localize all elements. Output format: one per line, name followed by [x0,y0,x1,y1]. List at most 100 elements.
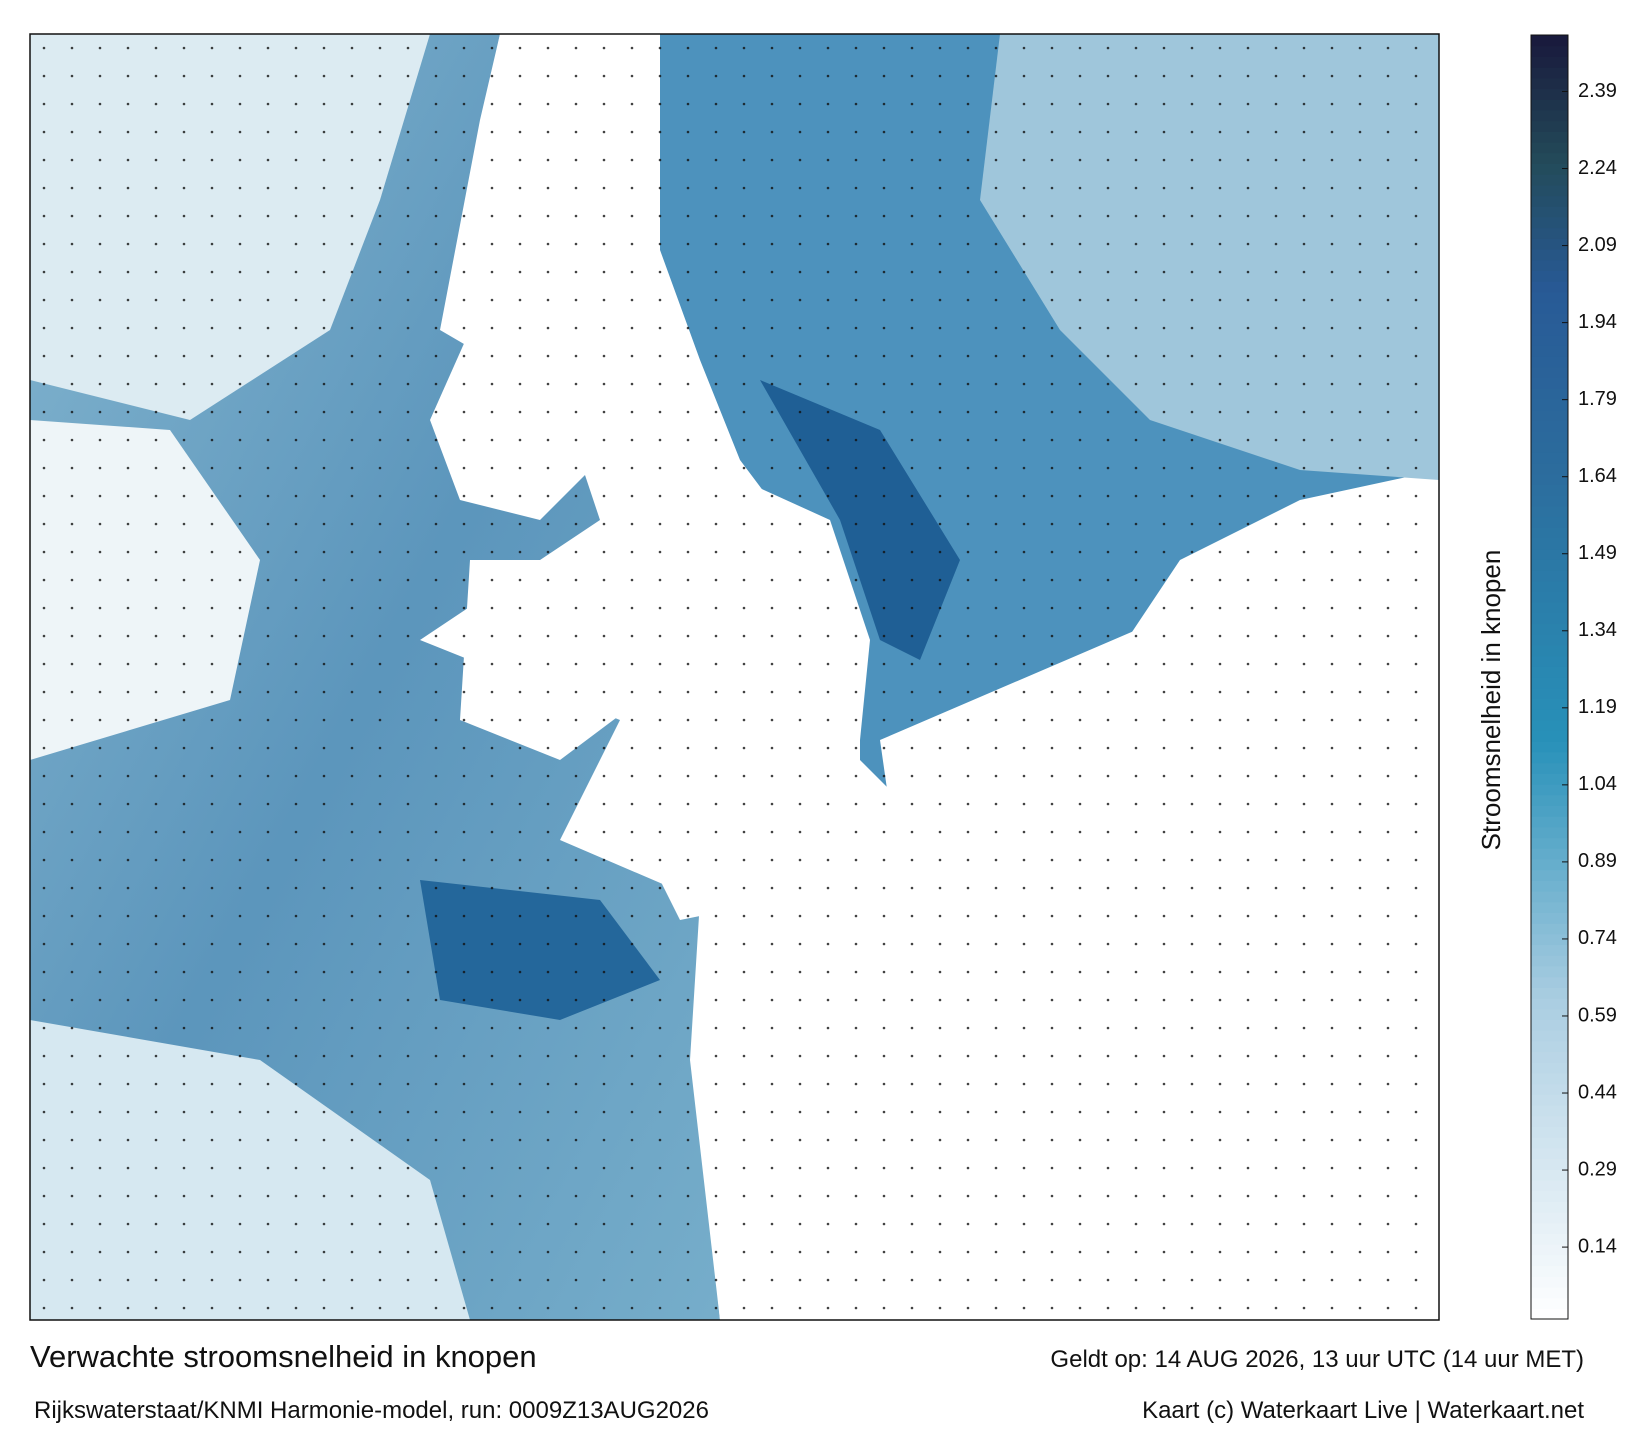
colorbar-band [1531,880,1568,892]
colorbar-tick-label: 2.39 [1578,80,1617,102]
colorbar-band [1531,184,1568,197]
colorbar-band [1531,1008,1568,1020]
colorbar-band [1531,313,1568,325]
colorbar-band [1531,77,1568,90]
colorbar-tick-label: 2.24 [1578,157,1617,179]
colorbar-band [1531,398,1568,411]
colorbar-band [1531,131,1568,143]
footer-credit: Kaart (c) Waterkaart Live | Waterkaart.n… [1142,1397,1584,1424]
colorbar-band [1531,1190,1568,1202]
colorbar-frame [1530,34,1569,1320]
colorbar-band [1531,109,1568,122]
colorbar-band [1531,216,1568,229]
colorbar-band [1531,1179,1568,1192]
colorbar-band [1531,784,1568,796]
colorbar-band [1531,259,1568,271]
colorbar-tick-label: 1.79 [1578,388,1617,410]
colorbar-band [1531,794,1568,806]
colorbar-band [1531,730,1568,742]
colorbar-band [1531,1040,1568,1053]
colorbar-band [1531,206,1568,218]
colorbar-band [1531,45,1568,57]
colorbar-band [1531,195,1568,207]
colorbar-band [1531,933,1568,946]
colorbar-band [1531,559,1568,571]
colorbar-band [1531,420,1568,432]
colorbar-band [1531,67,1568,79]
colorbar-tick-label: 1.64 [1578,465,1617,487]
colorbar-band [1531,741,1568,753]
colorbar-band [1531,35,1568,47]
colorbar-band [1531,751,1568,764]
colorbar-band [1531,281,1568,293]
colorbar-band [1531,891,1568,903]
colorbar-tick-label: 0.59 [1578,1004,1617,1026]
colorbar-band [1531,719,1568,732]
footer-title: Verwachte stroomsnelheid in knopen [30,1339,537,1374]
colorbar-band [1531,1147,1568,1160]
colorbar-band [1531,987,1568,999]
colorbar-band [1531,527,1568,539]
colorbar-band [1531,142,1568,154]
colorbar-band [1531,1051,1568,1063]
colorbar-band [1531,1286,1568,1299]
colorbar-band [1531,602,1568,614]
colorbar-tick-label: 1.04 [1578,773,1617,795]
colorbar-tick-label: 1.94 [1578,311,1617,333]
colorbar-band [1531,580,1568,592]
colorbar-band [1531,1158,1568,1170]
colorbar-band [1531,912,1568,924]
colorbar-tick-label: 0.74 [1578,927,1617,949]
colorbar-band [1531,388,1568,400]
colorbar-band [1531,548,1568,560]
colorbar-band [1531,1137,1568,1149]
colorbar-band [1531,644,1568,657]
colorbar-band [1531,227,1568,239]
colorbar-band [1531,1254,1568,1267]
colorbar-band [1531,302,1568,314]
colorbar-tick-label: 1.34 [1578,619,1617,641]
colorbar-band [1531,1030,1568,1042]
colorbar-band [1531,505,1568,518]
map-frame [29,33,1440,1321]
colorbar-band [1531,1222,1568,1234]
colorbar-band [1531,238,1568,250]
colorbar-band [1531,655,1568,667]
colorbar-band [1531,677,1568,689]
colorbar-tick-label: 1.19 [1578,696,1617,718]
colorbar-band [1531,1019,1568,1031]
colorbar-band [1531,1297,1568,1309]
colorbar-band [1531,1105,1568,1117]
colorbar-band [1531,1276,1568,1288]
colorbar-band [1531,901,1568,913]
colorbar: 0.14 0.29 0.44 0.59 0.74 0.89 1.04 1.19 1.34 1.49… [1530,34,1617,1320]
colorbar-band [1531,816,1568,828]
colorbar-band [1531,1233,1568,1245]
colorbar-band [1531,698,1568,710]
colorbar-band [1531,356,1568,368]
colorbar-band [1531,334,1568,346]
colorbar-band [1531,1115,1568,1127]
colorbar-band [1531,858,1568,871]
colorbar-band [1531,976,1568,988]
colorbar-tick-label: 0.29 [1578,1158,1617,1180]
colorbar-band [1531,291,1568,304]
colorbar-band [1531,955,1568,967]
colorbar-band [1531,944,1568,956]
colorbar-band [1531,623,1568,635]
colorbar-band [1531,666,1568,678]
colorbar-band [1531,409,1568,421]
colorbar-band [1531,1244,1568,1256]
colorbar-band [1531,1083,1568,1095]
colorbar-band [1531,430,1568,443]
colorbar-band [1531,441,1568,453]
colorbar-band [1531,612,1568,625]
colorbar-band [1531,923,1568,935]
colorbar-band [1531,965,1568,978]
map-area [30,34,1439,1320]
colorbar-tick-label: 2.09 [1578,234,1617,256]
colorbar-band [1531,249,1568,261]
colorbar-band [1531,773,1568,785]
colorbar-band [1531,591,1568,603]
colorbar-band [1531,452,1568,464]
